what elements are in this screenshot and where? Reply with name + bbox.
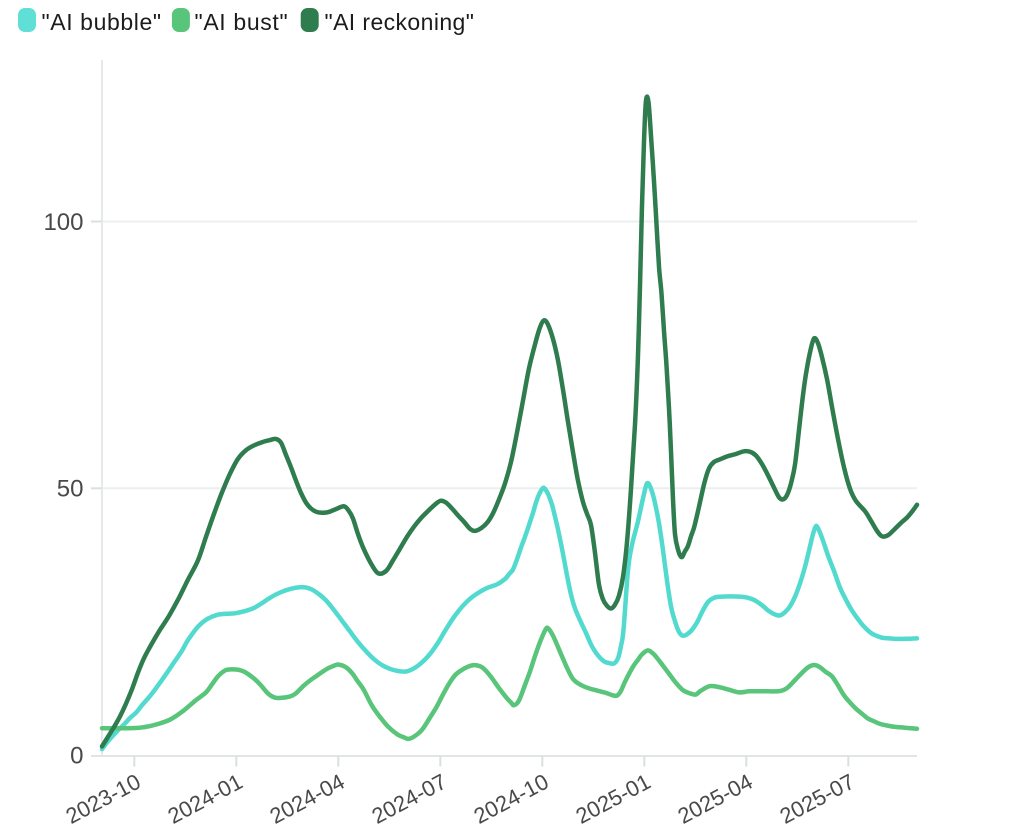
svg-text:0: 0: [70, 743, 83, 770]
svg-text:50: 50: [57, 476, 84, 503]
svg-text:100: 100: [43, 209, 83, 236]
svg-text:"AI bubble": "AI bubble": [42, 9, 162, 35]
svg-text:"AI bust": "AI bust": [195, 9, 289, 35]
svg-text:"AI reckoning": "AI reckoning": [325, 9, 475, 35]
